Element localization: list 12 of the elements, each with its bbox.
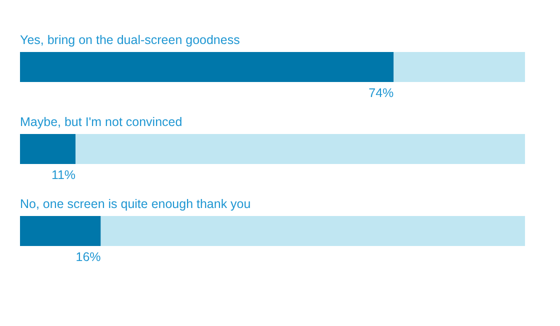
y-tick-label: Yes, bring on the dual-screen goodness — [20, 33, 240, 47]
y-tick-label: Maybe, but I'm not convinced — [20, 115, 182, 129]
data-label: 74% — [368, 86, 394, 100]
data-label: 11% — [51, 168, 76, 182]
bar — [76, 134, 525, 164]
bar — [20, 134, 76, 164]
bar — [100, 216, 525, 246]
data-label: 16% — [76, 250, 101, 264]
bar — [20, 52, 394, 82]
bar — [394, 52, 525, 82]
y-tick-label: No, one screen is quite enough thank you — [20, 197, 251, 211]
bar — [20, 216, 101, 246]
